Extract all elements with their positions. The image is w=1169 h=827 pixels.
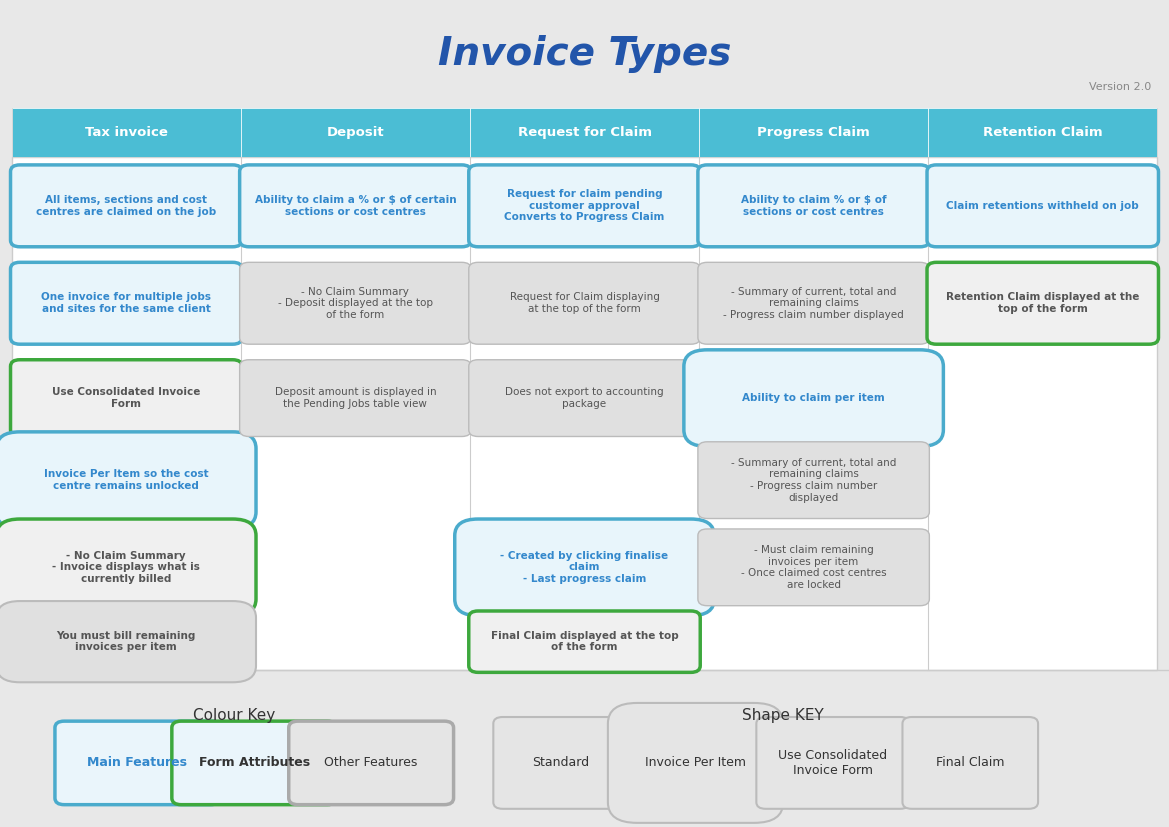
Text: - Must claim remaining
invoices per item
- Once claimed cost centres
are locked: - Must claim remaining invoices per item…	[741, 545, 886, 590]
Text: Progress Claim: Progress Claim	[758, 126, 870, 139]
Text: - Created by clicking finalise
claim
- Last progress claim: - Created by clicking finalise claim - L…	[500, 551, 669, 584]
FancyBboxPatch shape	[699, 108, 928, 157]
FancyBboxPatch shape	[684, 350, 943, 447]
FancyBboxPatch shape	[0, 519, 256, 615]
FancyBboxPatch shape	[469, 262, 700, 344]
FancyBboxPatch shape	[289, 721, 454, 805]
FancyBboxPatch shape	[608, 703, 783, 823]
FancyBboxPatch shape	[240, 360, 471, 437]
FancyBboxPatch shape	[928, 108, 1157, 157]
Text: Deposit: Deposit	[326, 126, 385, 139]
Text: - No Claim Summary
- Invoice displays what is
currently billed: - No Claim Summary - Invoice displays wh…	[53, 551, 200, 584]
FancyBboxPatch shape	[240, 165, 471, 246]
Text: Main Features: Main Features	[88, 757, 187, 769]
Text: Shape KEY: Shape KEY	[742, 708, 824, 723]
FancyBboxPatch shape	[756, 717, 909, 809]
FancyBboxPatch shape	[469, 165, 700, 246]
Text: Ability to claim a % or $ of certain
sections or cost centres: Ability to claim a % or $ of certain sec…	[255, 195, 456, 217]
Text: Tax invoice: Tax invoice	[85, 126, 167, 139]
FancyBboxPatch shape	[172, 721, 337, 805]
FancyBboxPatch shape	[12, 108, 241, 157]
FancyBboxPatch shape	[493, 717, 629, 809]
FancyBboxPatch shape	[469, 360, 700, 437]
Text: - No Claim Summary
- Deposit displayed at the top
of the form: - No Claim Summary - Deposit displayed a…	[278, 287, 433, 320]
Text: Use Consolidated Invoice
Form: Use Consolidated Invoice Form	[53, 387, 200, 409]
FancyBboxPatch shape	[698, 529, 929, 605]
Text: All items, sections and cost
centres are claimed on the job: All items, sections and cost centres are…	[36, 195, 216, 217]
Text: Invoice Per Item: Invoice Per Item	[645, 757, 746, 769]
FancyBboxPatch shape	[927, 262, 1158, 344]
FancyBboxPatch shape	[0, 601, 256, 682]
FancyBboxPatch shape	[902, 717, 1038, 809]
FancyBboxPatch shape	[240, 262, 471, 344]
Text: Request for Claim: Request for Claim	[518, 126, 651, 139]
Text: Final Claim displayed at the top
of the form: Final Claim displayed at the top of the …	[491, 631, 678, 653]
FancyBboxPatch shape	[455, 519, 714, 615]
FancyBboxPatch shape	[469, 611, 700, 672]
Text: Invoice Per Item so the cost
centre remains unlocked: Invoice Per Item so the cost centre rema…	[44, 470, 208, 491]
FancyBboxPatch shape	[698, 262, 929, 344]
FancyBboxPatch shape	[11, 262, 242, 344]
Text: Colour Key: Colour Key	[193, 708, 275, 723]
Text: One invoice for multiple jobs
and sites for the same client: One invoice for multiple jobs and sites …	[41, 293, 212, 314]
Text: - Summary of current, total and
remaining claims
- Progress claim number display: - Summary of current, total and remainin…	[724, 287, 904, 320]
Text: Retention Claim displayed at the
top of the form: Retention Claim displayed at the top of …	[946, 293, 1140, 314]
Text: Ability to claim per item: Ability to claim per item	[742, 393, 885, 403]
Text: Does not export to accounting
package: Does not export to accounting package	[505, 387, 664, 409]
FancyBboxPatch shape	[470, 108, 699, 157]
Text: Request for Claim displaying
at the top of the form: Request for Claim displaying at the top …	[510, 293, 659, 314]
Text: Request for claim pending
customer approval
Converts to Progress Claim: Request for claim pending customer appro…	[504, 189, 665, 222]
FancyBboxPatch shape	[0, 432, 256, 528]
Text: Other Features: Other Features	[325, 757, 417, 769]
FancyBboxPatch shape	[12, 157, 1157, 670]
FancyBboxPatch shape	[11, 165, 242, 246]
FancyBboxPatch shape	[698, 442, 929, 519]
Text: Standard: Standard	[533, 757, 589, 769]
Text: Claim retentions withheld on job: Claim retentions withheld on job	[947, 201, 1139, 211]
FancyBboxPatch shape	[698, 165, 929, 246]
FancyBboxPatch shape	[11, 360, 242, 437]
FancyBboxPatch shape	[927, 165, 1158, 246]
FancyBboxPatch shape	[241, 108, 470, 157]
Text: Version 2.0: Version 2.0	[1090, 82, 1151, 92]
Text: You must bill remaining
invoices per item: You must bill remaining invoices per ite…	[56, 631, 196, 653]
Text: Invoice Types: Invoice Types	[438, 35, 731, 73]
Text: Final Claim: Final Claim	[936, 757, 1004, 769]
FancyBboxPatch shape	[55, 721, 220, 805]
Text: Retention Claim: Retention Claim	[983, 126, 1102, 139]
Text: Use Consolidated
Invoice Form: Use Consolidated Invoice Form	[779, 749, 887, 777]
Text: Deposit amount is displayed in
the Pending Jobs table view: Deposit amount is displayed in the Pendi…	[275, 387, 436, 409]
Text: Form Attributes: Form Attributes	[199, 757, 310, 769]
Text: Ability to claim % or $ of
sections or cost centres: Ability to claim % or $ of sections or c…	[741, 195, 886, 217]
Text: - Summary of current, total and
remaining claims
- Progress claim number
display: - Summary of current, total and remainin…	[731, 458, 897, 503]
